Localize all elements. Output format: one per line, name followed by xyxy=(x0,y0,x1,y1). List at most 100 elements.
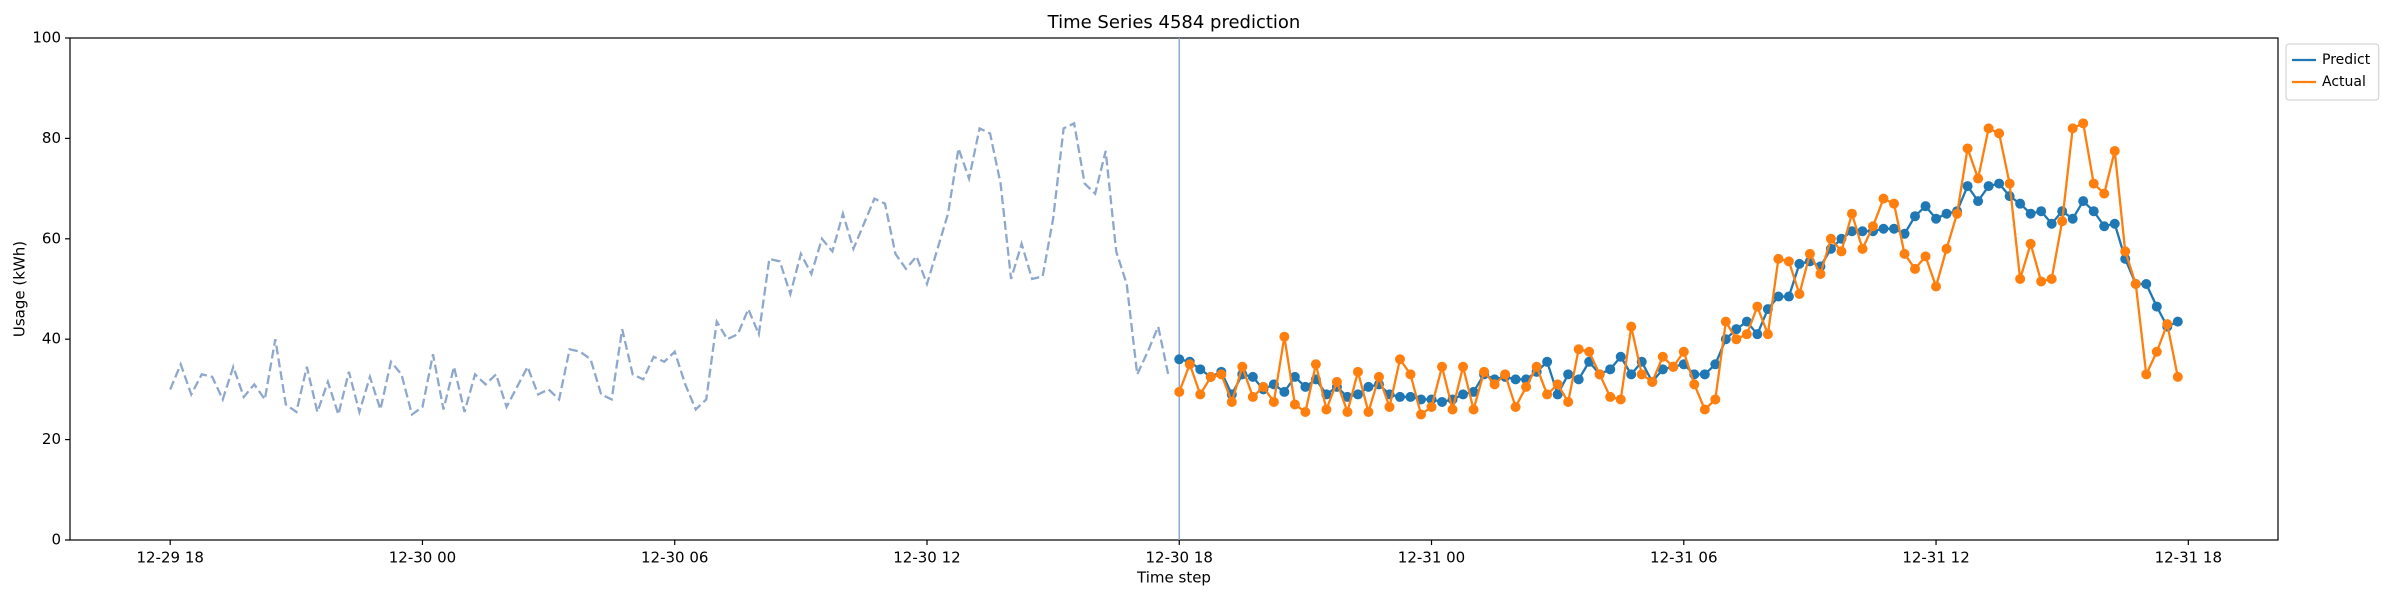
series-marker xyxy=(1394,391,1405,402)
series-marker xyxy=(1510,401,1521,412)
series-marker xyxy=(1941,243,1952,254)
series-marker xyxy=(1289,371,1300,382)
series-marker xyxy=(1668,361,1679,372)
series-marker xyxy=(1773,291,1784,302)
series-marker xyxy=(1846,208,1857,219)
y-tick-label: 20 xyxy=(42,430,61,448)
series-marker xyxy=(2015,273,2026,284)
series-marker xyxy=(1994,178,2005,189)
series-marker xyxy=(2025,208,2036,219)
series-marker xyxy=(1542,356,1553,367)
series-marker xyxy=(1994,128,2005,139)
series-marker xyxy=(1983,181,1994,192)
series-marker xyxy=(2067,123,2078,134)
series-marker xyxy=(2151,301,2162,312)
series-marker xyxy=(1216,369,1227,380)
series-marker xyxy=(1363,381,1374,392)
series-marker xyxy=(1741,329,1752,340)
series-marker xyxy=(1552,379,1563,390)
series-marker xyxy=(1962,181,1973,192)
series-marker xyxy=(2078,196,2089,207)
series-marker xyxy=(1605,391,1616,402)
series-marker xyxy=(2036,206,2047,217)
series-marker xyxy=(1247,391,1258,402)
series-marker xyxy=(1731,334,1742,345)
y-tick-label: 0 xyxy=(51,531,61,549)
series-marker xyxy=(2162,319,2173,330)
series-marker xyxy=(1752,301,1763,312)
series-marker xyxy=(2130,278,2141,289)
series-marker xyxy=(2078,118,2089,129)
series-marker xyxy=(1394,354,1405,365)
series-marker xyxy=(2151,346,2162,357)
series-marker xyxy=(2172,371,2183,382)
series-marker xyxy=(1889,198,1899,209)
series-marker xyxy=(1931,281,1942,292)
series-marker xyxy=(1920,251,1931,262)
series-marker xyxy=(1384,401,1395,412)
series-marker xyxy=(2004,178,2015,189)
series-marker xyxy=(1258,381,1269,392)
series-marker xyxy=(1657,351,1668,362)
series-marker xyxy=(1615,394,1626,405)
series-marker xyxy=(1468,404,1479,415)
series-marker xyxy=(1710,359,1721,370)
series-marker xyxy=(1195,389,1206,400)
x-tick-label: 12-29 18 xyxy=(136,549,203,567)
series-marker xyxy=(1510,374,1521,385)
series-marker xyxy=(1468,386,1479,397)
series-marker xyxy=(1794,289,1805,300)
x-tick-label: 12-30 06 xyxy=(641,549,708,567)
series-marker xyxy=(1699,369,1710,380)
series-marker xyxy=(1342,406,1353,417)
series-marker xyxy=(1783,256,1794,267)
series-marker xyxy=(1531,361,1542,372)
series-marker xyxy=(1857,226,1868,237)
series-marker xyxy=(1626,369,1637,380)
series-marker xyxy=(2109,218,2120,229)
series-marker xyxy=(1195,364,1206,375)
series-marker xyxy=(1973,196,1984,207)
series-marker xyxy=(1626,321,1637,332)
y-tick-label: 100 xyxy=(32,29,61,47)
series-marker xyxy=(1647,376,1658,387)
series-marker xyxy=(1636,369,1647,380)
series-marker xyxy=(1437,361,1448,372)
y-axis-label: Usage (kWh) xyxy=(11,241,29,337)
series-marker xyxy=(1363,406,1374,417)
series-marker xyxy=(2036,276,2047,287)
series-marker xyxy=(1552,389,1563,400)
series-marker xyxy=(1479,366,1490,377)
series-marker xyxy=(1300,406,1311,417)
series-marker xyxy=(1489,379,1500,390)
series-marker xyxy=(1741,316,1752,327)
series-marker xyxy=(1699,404,1710,415)
series-marker xyxy=(1373,371,1384,382)
series-marker xyxy=(2141,369,2152,380)
series-marker xyxy=(1226,396,1237,407)
series-marker xyxy=(1437,396,1448,407)
series-marker xyxy=(1458,389,1469,400)
series-marker xyxy=(1542,389,1553,400)
series-marker xyxy=(2099,221,2110,232)
series-marker xyxy=(1426,401,1437,412)
series-marker xyxy=(1889,223,1899,234)
x-tick-label: 12-31 00 xyxy=(1398,549,1465,567)
plot-frame xyxy=(69,37,2279,541)
legend-label: Actual xyxy=(2322,74,2366,90)
series-marker xyxy=(1825,233,1836,244)
series-marker xyxy=(1836,246,1847,257)
series-marker xyxy=(1804,248,1815,259)
series-marker xyxy=(2067,213,2078,224)
series-marker xyxy=(1279,386,1290,397)
series-marker xyxy=(1962,143,1973,154)
series-marker xyxy=(1689,379,1700,390)
series-marker xyxy=(1720,316,1731,327)
series-marker xyxy=(1657,364,1668,375)
series-marker xyxy=(1405,391,1416,402)
series-marker xyxy=(1846,226,1857,237)
series-marker xyxy=(1920,201,1931,212)
series-marker xyxy=(1563,369,1574,380)
